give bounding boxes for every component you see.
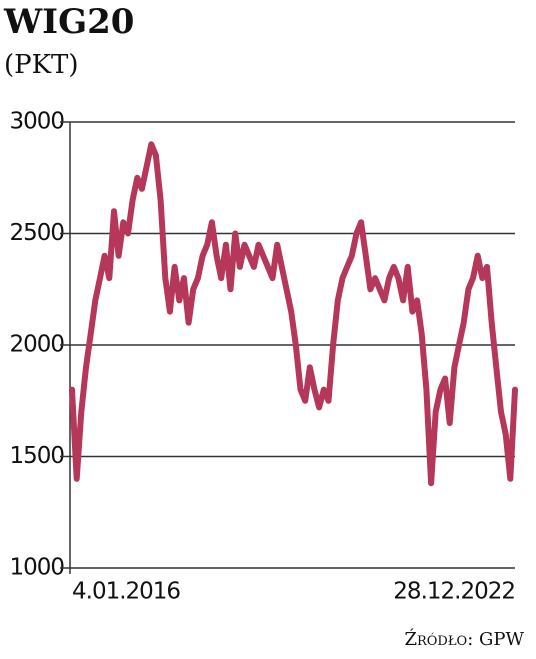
x-tick-label: 28.12.2022 <box>393 579 515 605</box>
chart-subtitle: (PKT) <box>4 50 79 80</box>
line-series <box>69 141 518 487</box>
y-tick-label: 1000 <box>9 555 64 581</box>
x-tick-label: 4.01.2016 <box>72 579 180 605</box>
source: Źródło: GPW <box>404 627 524 650</box>
y-tick-label: 2500 <box>9 220 64 246</box>
y-tick-label: 2000 <box>9 332 64 358</box>
y-tick-label: 1500 <box>9 443 64 469</box>
chart-title: WIG20 <box>3 2 134 42</box>
y-tick-label: 3000 <box>9 109 64 135</box>
